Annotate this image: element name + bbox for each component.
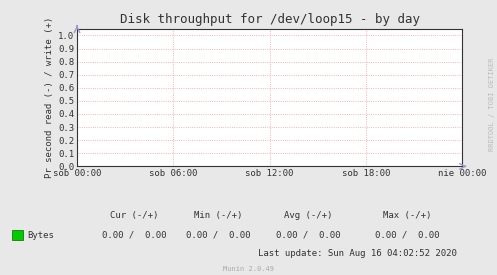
Text: RRDTOOL / TOBI OETIKER: RRDTOOL / TOBI OETIKER [489,58,495,151]
Text: Min (-/+): Min (-/+) [194,211,243,220]
Text: Last update: Sun Aug 16 04:02:52 2020: Last update: Sun Aug 16 04:02:52 2020 [258,249,457,258]
Text: Cur (-/+): Cur (-/+) [110,211,159,220]
Text: 0.00 /  0.00: 0.00 / 0.00 [276,231,340,240]
Title: Disk throughput for /dev/loop15 - by day: Disk throughput for /dev/loop15 - by day [120,13,419,26]
Text: Avg (-/+): Avg (-/+) [284,211,332,220]
Text: Munin 2.0.49: Munin 2.0.49 [223,266,274,272]
Text: 0.00 /  0.00: 0.00 / 0.00 [102,231,166,240]
Text: Max (-/+): Max (-/+) [383,211,432,220]
Text: Bytes: Bytes [27,231,54,240]
Text: 0.00 /  0.00: 0.00 / 0.00 [186,231,251,240]
Text: 0.00 /  0.00: 0.00 / 0.00 [375,231,440,240]
Y-axis label: Pr second read (-) / write (+): Pr second read (-) / write (+) [45,17,54,178]
